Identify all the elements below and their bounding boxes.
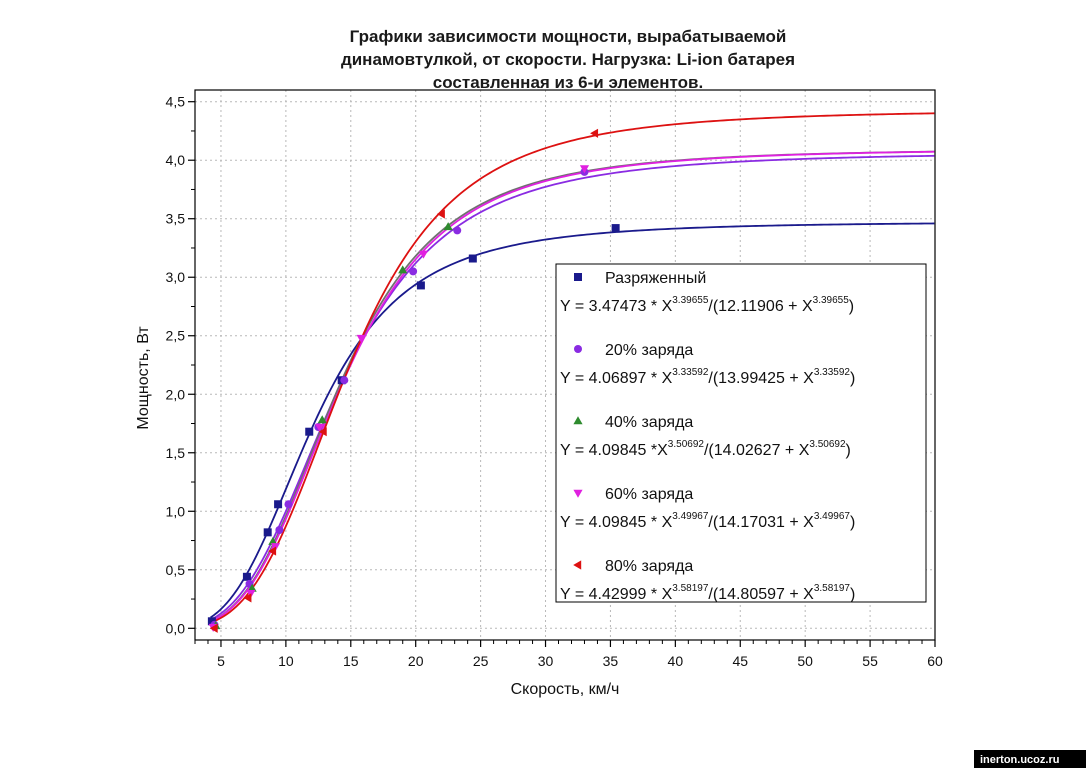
legend-series-name: Разряженный bbox=[605, 270, 706, 287]
x-tick-label: 35 bbox=[603, 653, 619, 669]
data-point bbox=[579, 165, 590, 174]
data-point bbox=[611, 224, 620, 233]
y-axis: 0,0 0,5 1,0 1,5 2,0 2,5 3,0 3,5 4,0 4,5 bbox=[166, 94, 195, 636]
data-point bbox=[284, 500, 293, 509]
watermark: inerton.ucoz.ru bbox=[974, 750, 1086, 768]
x-axis-label: Скорость, км/ч bbox=[511, 681, 620, 698]
legend-series-name: 60% заряда bbox=[605, 486, 693, 503]
chart-title-line-1: Графики зависимости мощности, вырабатыва… bbox=[350, 27, 787, 46]
legend: Разряженный Y = 3.47473 * X3.39655/(12.11… bbox=[555, 263, 927, 603]
data-point bbox=[356, 334, 366, 343]
legend-marker bbox=[573, 489, 583, 498]
data-point bbox=[416, 281, 425, 290]
fit-curve bbox=[210, 112, 935, 624]
x-tick-label: 40 bbox=[668, 653, 684, 669]
data-point bbox=[268, 546, 277, 556]
legend-series-name: 40% заряда bbox=[605, 414, 693, 431]
legend-series-name: 20% заряда bbox=[605, 342, 693, 359]
legend-series-name: 80% заряда bbox=[605, 558, 693, 575]
data-point bbox=[243, 593, 252, 603]
data-point bbox=[263, 528, 272, 537]
x-tick-label: 25 bbox=[473, 653, 489, 669]
y-tick-label: 1,0 bbox=[166, 503, 186, 519]
y-tick-label: 1,5 bbox=[166, 445, 186, 461]
legend-marker bbox=[574, 345, 582, 353]
data-point bbox=[436, 209, 445, 219]
y-tick-label: 2,5 bbox=[166, 328, 186, 344]
legend-equation: Y = 3.47473 * X3.39655/(12.11906 + X3.39… bbox=[560, 295, 854, 315]
data-point bbox=[317, 415, 327, 424]
y-tick-label: 3,5 bbox=[166, 211, 186, 227]
data-point bbox=[207, 617, 216, 626]
data-point bbox=[443, 222, 453, 231]
chart-title-line-2: динамовтулкой, от скорости. Нагрузка: Li… bbox=[341, 50, 795, 69]
y-tick-label: 2,0 bbox=[166, 386, 186, 402]
fit-curve bbox=[210, 150, 935, 623]
watermark-background bbox=[974, 750, 1086, 768]
data-points bbox=[207, 128, 620, 633]
data-point bbox=[268, 536, 278, 545]
data-point bbox=[590, 128, 599, 138]
data-point bbox=[247, 583, 257, 592]
data-point bbox=[418, 250, 429, 259]
data-point bbox=[398, 265, 408, 274]
x-tick-label: 10 bbox=[278, 653, 294, 669]
data-point bbox=[209, 623, 218, 633]
x-tick-label: 45 bbox=[732, 653, 748, 669]
x-tick-label: 55 bbox=[862, 653, 878, 669]
data-point bbox=[318, 427, 327, 437]
x-tick-label: 60 bbox=[927, 653, 943, 669]
y-axis-label: Мощность, Вт bbox=[135, 326, 152, 430]
x-tick-label: 5 bbox=[217, 653, 225, 669]
data-point bbox=[409, 267, 418, 276]
legend-equation: Y = 4.09845 *X3.50692/(14.02627 + X3.506… bbox=[560, 439, 851, 459]
y-tick-label: 3,0 bbox=[166, 269, 186, 285]
y-tick-label: 4,0 bbox=[166, 152, 186, 168]
data-point bbox=[340, 376, 349, 385]
legend-equation: Y = 4.09845 * X3.49967/(14.17031 + X3.49… bbox=[560, 511, 855, 531]
chart-title-line-3: составленная из 6-и элементов. bbox=[433, 73, 703, 92]
legend-marker bbox=[573, 416, 583, 425]
y-tick-label: 0,0 bbox=[166, 620, 186, 636]
y-tick-label: 0,5 bbox=[166, 562, 186, 578]
data-point bbox=[305, 427, 314, 436]
x-tick-label: 50 bbox=[797, 653, 813, 669]
data-point bbox=[315, 423, 325, 432]
x-tick-label: 30 bbox=[538, 653, 554, 669]
legend-box bbox=[555, 263, 927, 603]
x-axis: 5 10 15 20 25 30 35 40 45 50 55 60 bbox=[194, 640, 943, 669]
fit-curve bbox=[210, 222, 935, 619]
legend-marker bbox=[574, 273, 582, 281]
fit-curves bbox=[210, 112, 935, 624]
legend-equation: Y = 4.06897 * X3.33592/(13.99425 + X3.33… bbox=[560, 367, 855, 387]
data-point bbox=[275, 526, 284, 534]
y-tick-label: 4,5 bbox=[166, 94, 186, 110]
watermark-text: inerton.ucoz.ru bbox=[980, 754, 1059, 766]
data-point bbox=[242, 572, 251, 581]
data-point bbox=[453, 226, 462, 235]
x-tick-label: 15 bbox=[343, 653, 359, 669]
legend-equation: Y = 4.42999 * X3.58197/(14.80597 + X3.58… bbox=[560, 583, 855, 603]
data-point bbox=[274, 500, 283, 509]
x-tick-label: 20 bbox=[408, 653, 424, 669]
legend-marker bbox=[573, 560, 582, 570]
data-point bbox=[468, 254, 477, 263]
